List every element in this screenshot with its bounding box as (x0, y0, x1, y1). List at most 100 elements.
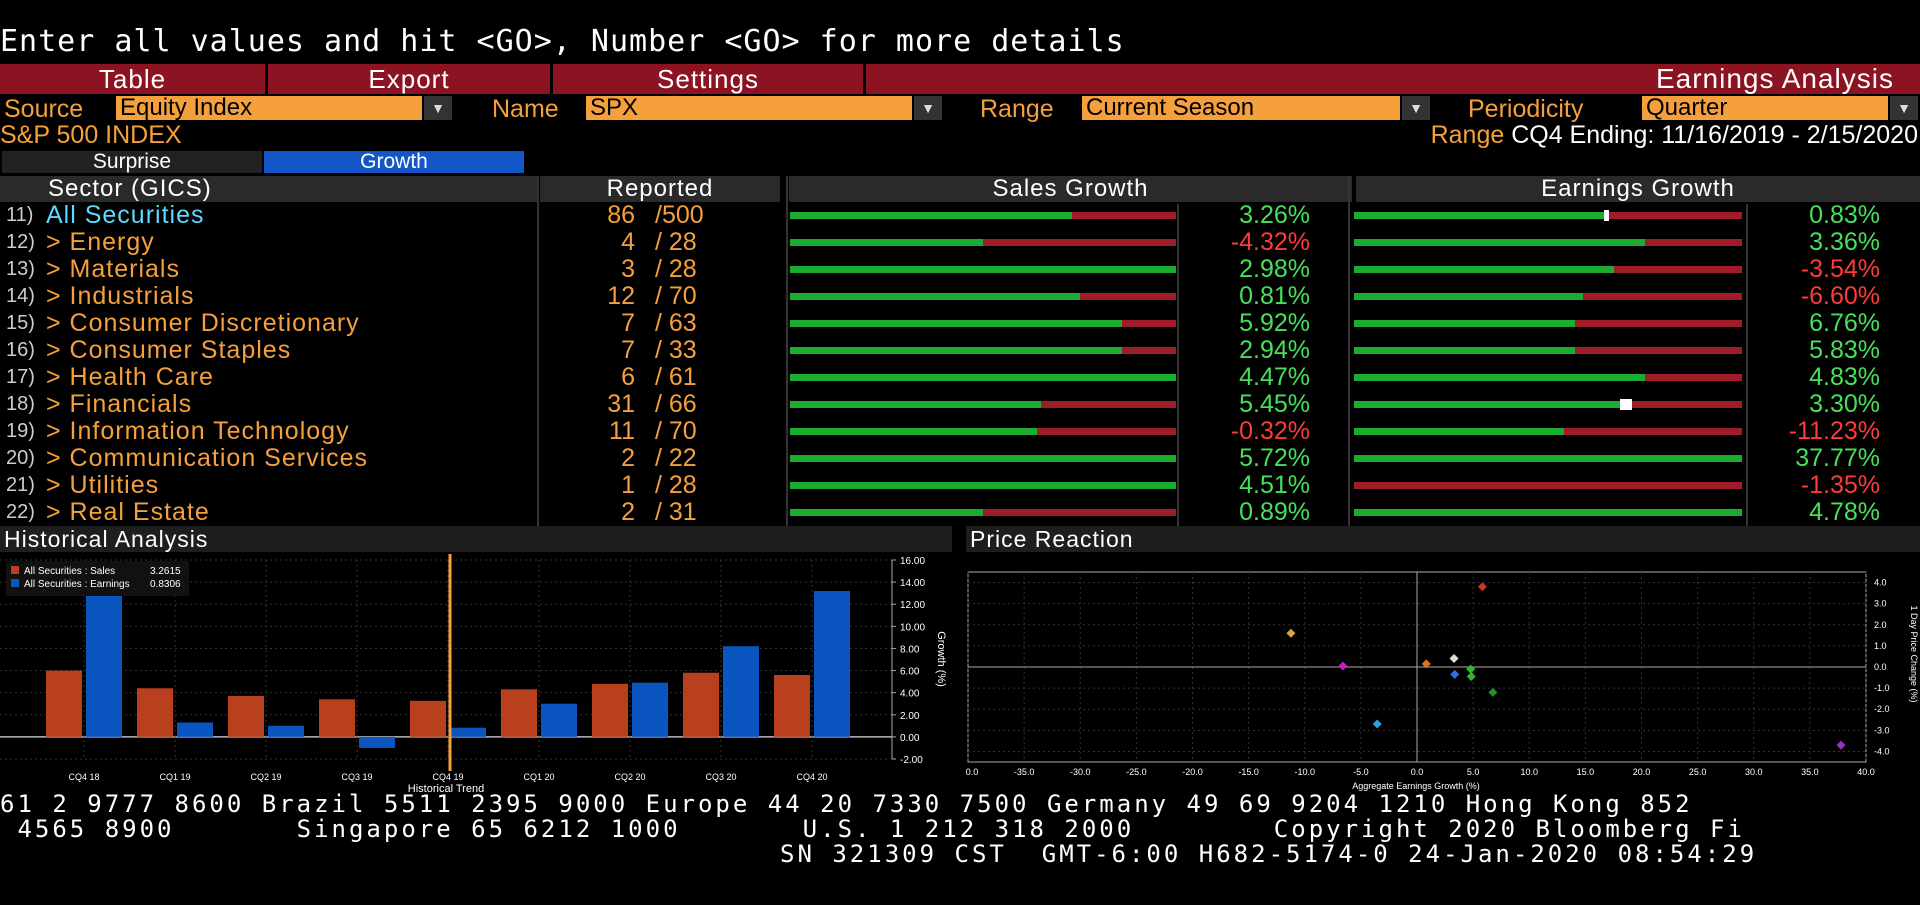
column-header-earnings-growth[interactable]: Earnings Growth (1356, 176, 1920, 202)
sector-name[interactable]: > Information Technology (46, 417, 350, 445)
sales-bar[interactable] (774, 674, 810, 737)
table-row[interactable]: 21) > Utilities 1 / 28 4.51% -1.35% (0, 472, 1920, 499)
row-number: 15) (6, 312, 35, 334)
earnings-bar[interactable] (723, 646, 759, 737)
earnings-bar[interactable] (268, 725, 304, 737)
sales-growth-bar (790, 212, 1176, 219)
table-row[interactable]: 13) > Materials 3 / 28 2.98% -3.54% (0, 256, 1920, 283)
name-dropdown-icon[interactable]: ▼ (914, 96, 942, 120)
name-field[interactable]: SPX (586, 96, 912, 120)
sector-name[interactable]: > Industrials (46, 282, 195, 310)
periodicity-dropdown-icon[interactable]: ▼ (1890, 96, 1918, 120)
scatter-point[interactable] (1477, 582, 1487, 592)
sector-name[interactable]: > Utilities (46, 471, 160, 499)
periodicity-field[interactable]: Quarter (1642, 96, 1888, 120)
table-row[interactable]: 18) > Financials 31 / 66 5.45% 3.30% (0, 391, 1920, 418)
sales-bar[interactable] (410, 700, 446, 737)
x-tick-label: CQ4 20 (796, 772, 827, 782)
earnings-growth-bar-fill (1354, 401, 1622, 408)
table-row[interactable]: 22) > Real Estate 2 / 31 0.89% 4.78% (0, 499, 1920, 526)
sector-name[interactable]: > Communication Services (46, 444, 369, 472)
earnings-bar[interactable] (632, 682, 668, 737)
legend-earnings-swatch (11, 579, 19, 587)
x-tick-label: -5.0 (1353, 767, 1369, 777)
sales-bar[interactable] (46, 670, 82, 737)
table-row[interactable]: 12) > Energy 4 / 28 -4.32% 3.36% (0, 229, 1920, 256)
x-tick-label: -40.0 (966, 767, 978, 777)
x-axis-title: Aggregate Earnings Growth (%) (1352, 781, 1480, 791)
settings-button[interactable]: Settings (553, 64, 866, 94)
legend-earnings-value: 0.8306 (150, 579, 181, 590)
earnings-bar[interactable] (814, 590, 850, 737)
scatter-point[interactable] (1488, 687, 1498, 697)
table-row[interactable]: 17) > Health Care 6 / 61 4.47% 4.83% (0, 364, 1920, 391)
earnings-bar[interactable] (359, 736, 395, 748)
column-header-sales-growth[interactable]: Sales Growth (789, 176, 1352, 202)
sector-name[interactable]: > Consumer Staples (46, 336, 292, 364)
earnings-growth-value: 6.76% (1809, 309, 1880, 337)
sector-name[interactable]: > Consumer Discretionary (46, 309, 360, 337)
sales-bar[interactable] (683, 672, 719, 737)
source-dropdown-icon[interactable]: ▼ (424, 96, 452, 120)
column-header-reported[interactable]: Reported (540, 176, 780, 202)
sector-name[interactable]: > Financials (46, 390, 193, 418)
reported-total: / 66 (655, 390, 697, 418)
scatter-point[interactable] (1450, 669, 1460, 679)
scatter-point[interactable] (1449, 654, 1459, 664)
sales-bar[interactable] (228, 695, 264, 737)
table-row[interactable]: 16) > Consumer Staples 7 / 33 2.94% 5.83% (0, 337, 1920, 364)
earnings-bar[interactable] (450, 727, 486, 737)
sales-bar[interactable] (137, 688, 173, 737)
reported-value: 1 (621, 471, 635, 499)
table-row[interactable]: 19) > Information Technology 11 / 70 -0.32% -… (0, 418, 1920, 445)
scatter-point[interactable] (1372, 719, 1382, 729)
row-number: 16) (6, 339, 35, 361)
earnings-growth-bar (1354, 455, 1742, 462)
range-dropdown-icon[interactable]: ▼ (1402, 96, 1430, 120)
table-button[interactable]: Table (0, 64, 268, 94)
export-button[interactable]: Export (268, 64, 553, 94)
sales-bar[interactable] (501, 689, 537, 737)
earnings-bar[interactable] (86, 593, 122, 737)
scatter-point[interactable] (1836, 740, 1846, 750)
tab-surprise[interactable]: Surprise (2, 151, 262, 173)
x-tick-label: CQ1 20 (523, 772, 554, 782)
table-row[interactable]: 11) All Securities 86/500 3.26% 0.83% (0, 202, 1920, 229)
range-field[interactable]: Current Season (1082, 96, 1400, 120)
sector-name[interactable]: All Securities (46, 201, 205, 229)
price-reaction-chart: -40.0 -35.0 -30.0 -25.0 -20.0 -15.0 -10.0 -5.0 0… (966, 571, 1919, 791)
sector-name[interactable]: > Real Estate (46, 498, 210, 526)
source-field[interactable]: Equity Index (116, 96, 422, 120)
earnings-growth-bar (1354, 374, 1742, 381)
reported-total: / 28 (655, 471, 697, 499)
scatter-point[interactable] (1466, 672, 1476, 681)
earnings-growth-bar (1354, 266, 1742, 273)
range-info-label: Range (1430, 121, 1505, 149)
table-row[interactable]: 15) > Consumer Discretionary 7 / 63 5.92% 6.7… (0, 310, 1920, 337)
sector-name[interactable]: > Materials (46, 255, 180, 283)
column-header-sector[interactable]: Sector (GICS) (0, 176, 537, 202)
y-tick-label: -4.0 (1874, 746, 1890, 756)
sector-name[interactable]: > Health Care (46, 363, 214, 391)
tab-growth[interactable]: Growth (264, 151, 524, 173)
table-row[interactable]: 14) > Industrials 12 / 70 0.81% -6.60% (0, 283, 1920, 310)
earnings-bar[interactable] (177, 722, 213, 737)
scatter-point[interactable] (1338, 661, 1348, 671)
sales-bar[interactable] (319, 699, 355, 737)
y-tick-label: 1.0 (1874, 641, 1887, 651)
sales-bar[interactable] (592, 683, 628, 737)
sales-growth-value: 0.81% (1239, 282, 1310, 310)
reported-total: / 31 (655, 498, 697, 526)
table-row[interactable]: 20) > Communication Services 2 / 22 5.72% 37.… (0, 445, 1920, 472)
row-number: 17) (6, 366, 35, 388)
sector-name[interactable]: > Energy (46, 228, 155, 256)
earnings-bar[interactable] (541, 703, 577, 737)
y-tick-label: 8.00 (900, 644, 920, 655)
earnings-growth-value: 5.83% (1809, 336, 1880, 364)
scatter-point[interactable] (1421, 659, 1431, 669)
sales-growth-value: 3.26% (1239, 201, 1310, 229)
y-tick-label: 3.0 (1874, 599, 1887, 609)
y-tick-label: 12.00 (900, 600, 925, 611)
scatter-point[interactable] (1286, 628, 1296, 638)
scatter-point[interactable] (1466, 664, 1476, 674)
